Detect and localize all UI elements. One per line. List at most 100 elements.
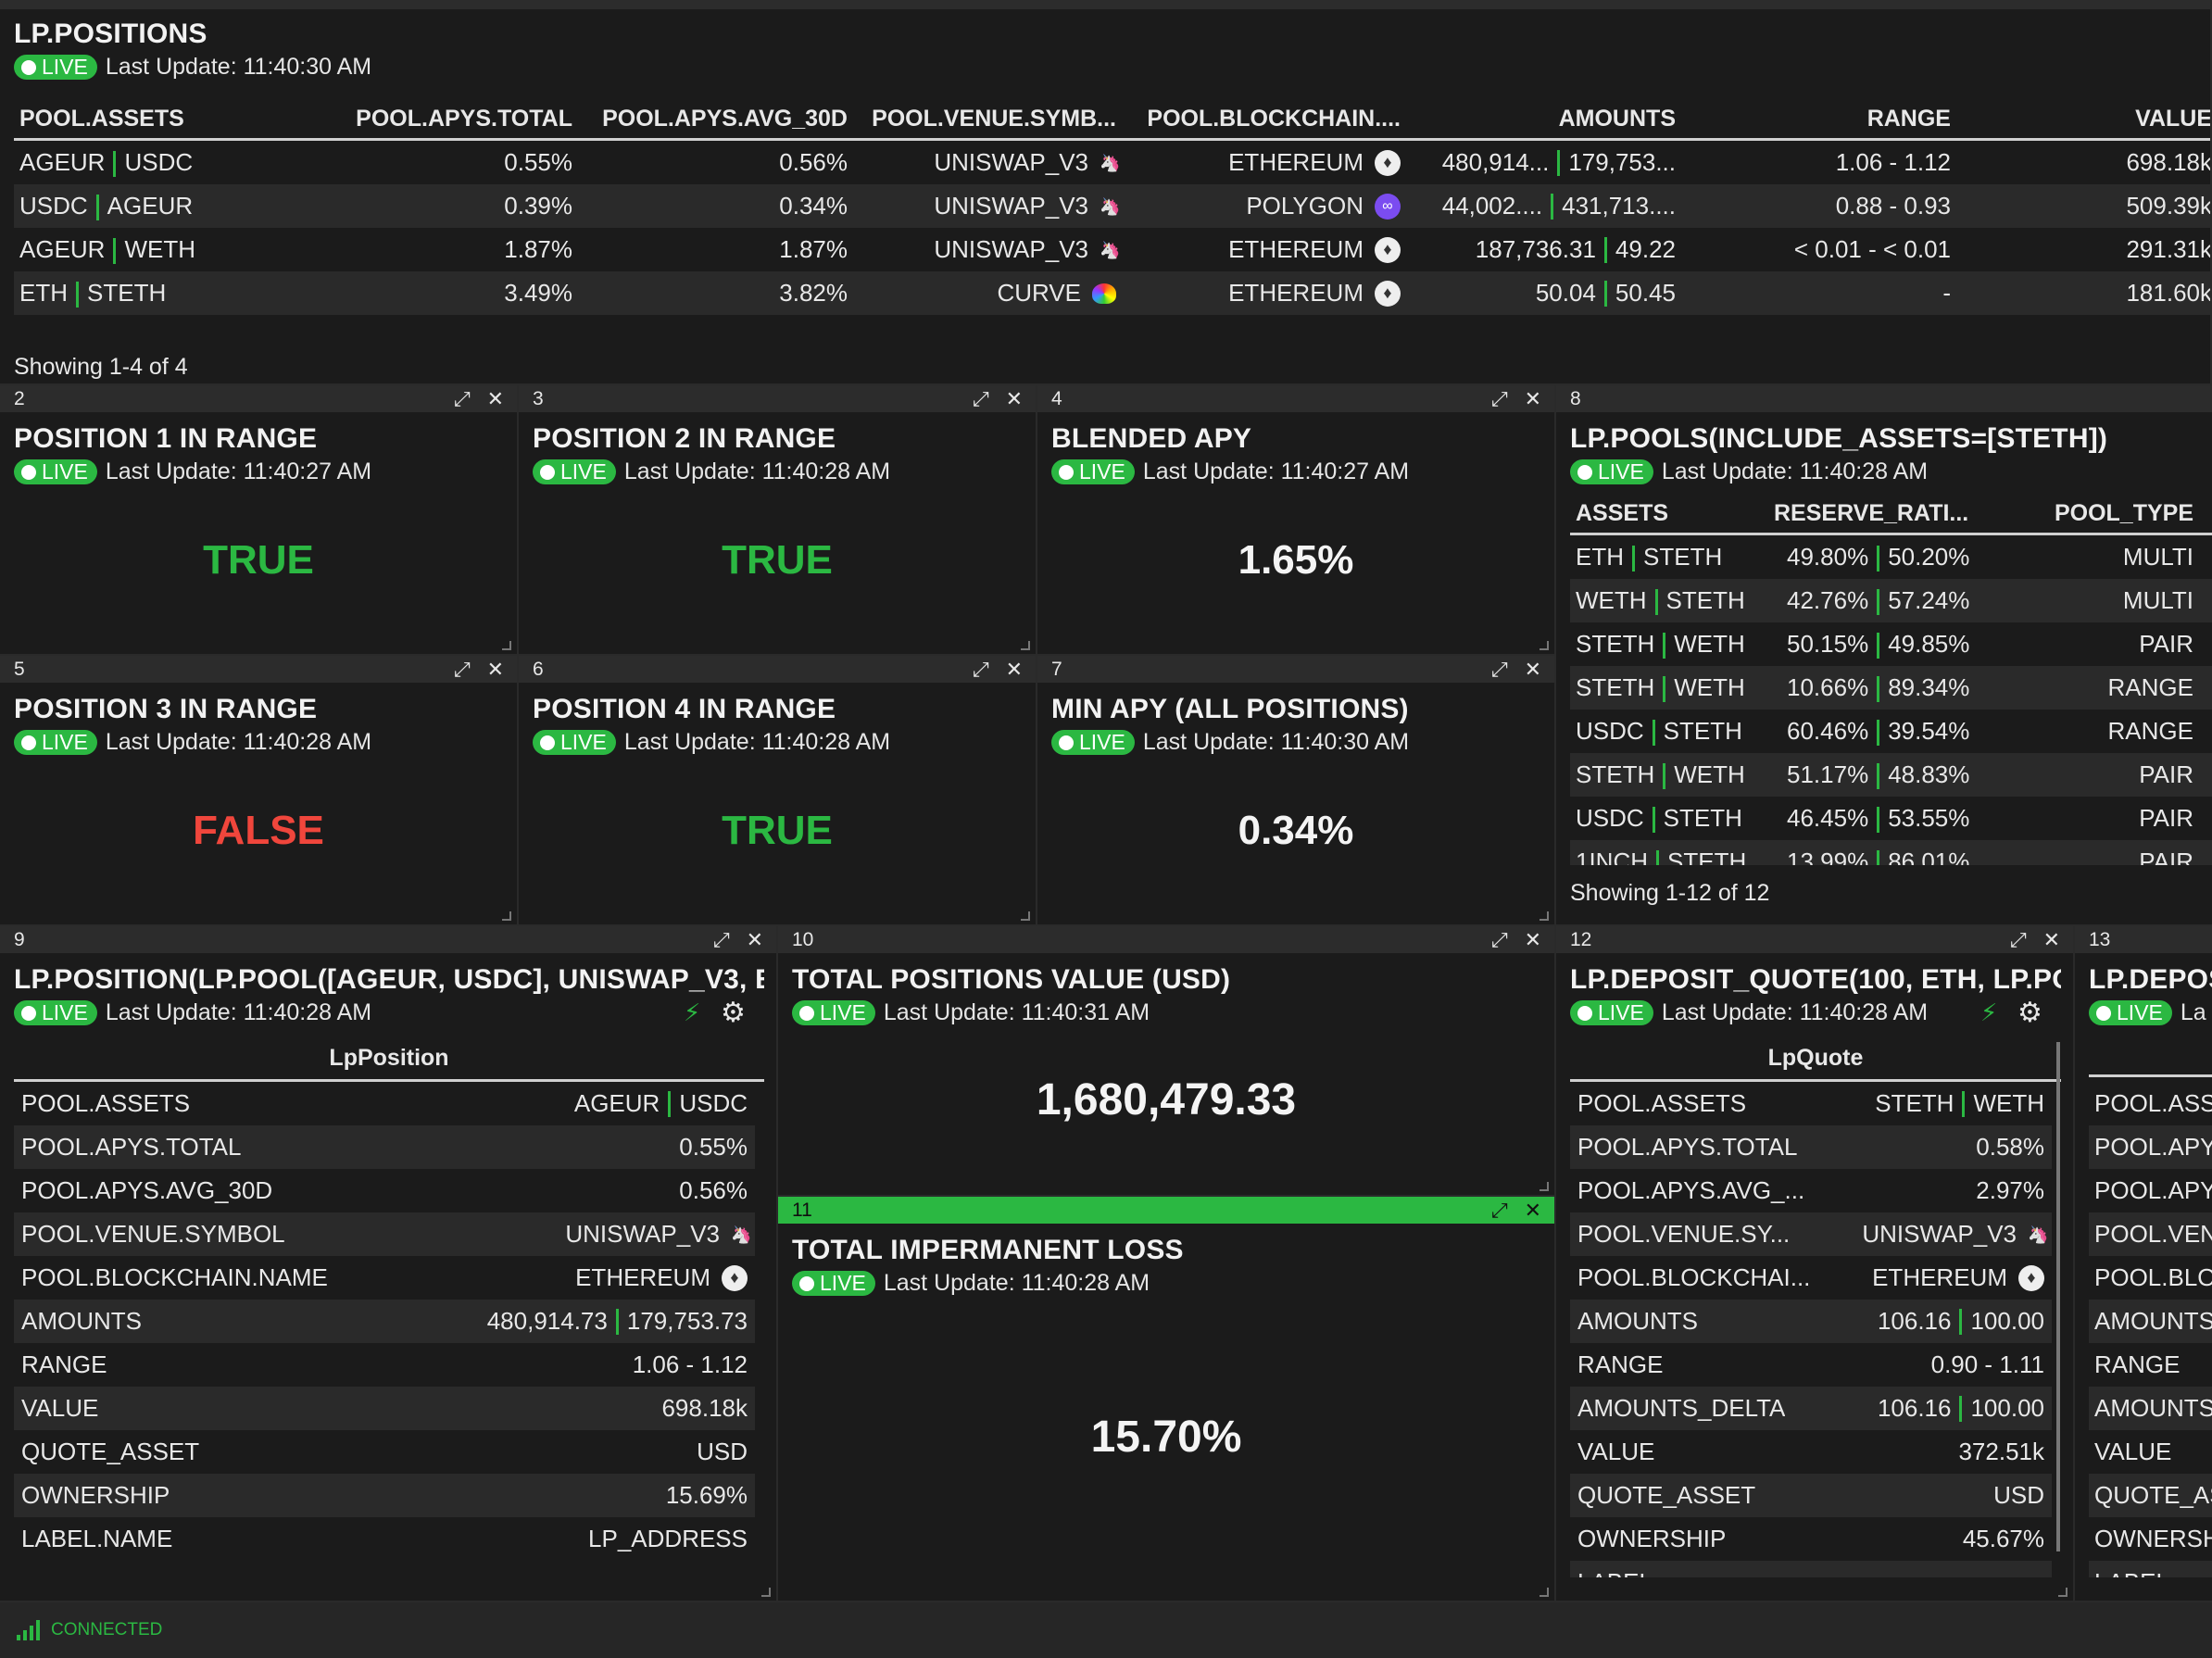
panel-title: POSITION 1 IN RANGE bbox=[14, 423, 318, 454]
resize-handle[interactable] bbox=[1540, 911, 1549, 921]
last-update: Last Update: 11:40:28 AM bbox=[105, 999, 372, 1025]
table-row[interactable]: ETH STETH 3.49% 3.82% CURVE ETHEREUM ♦ 50.04 50.… bbox=[14, 271, 2210, 315]
lightning-icon[interactable]: ⚡ bbox=[1980, 999, 1998, 1026]
col-header[interactable]: VALUE bbox=[2135, 106, 2212, 132]
cell-reserve-ratio: 50.15% 49.85% bbox=[1787, 629, 1970, 659]
panel-header[interactable]: 10 ⤢ ✕ bbox=[778, 926, 1554, 953]
panel-header[interactable]: 4 ⤢ ✕ bbox=[1037, 385, 1554, 412]
table-row[interactable]: STETH WETH 50.15% 49.85% PAIR bbox=[1570, 622, 2212, 666]
table-row[interactable]: USDC STETH 60.46% 39.54% RANGE bbox=[1570, 710, 2212, 753]
expand-icon[interactable]: ⤢ bbox=[1490, 657, 1508, 681]
table-row[interactable]: AGEUR WETH 1.87% 1.87% UNISWAP_V3 🦄 ETHEREUM ♦ 1… bbox=[14, 228, 2212, 271]
panel-header[interactable]: 6 ⤢ ✕ bbox=[519, 656, 1036, 683]
expand-icon[interactable]: ⤢ bbox=[972, 657, 989, 681]
table-row[interactable]: USDC AGEUR 0.39% 0.34% UNISWAP_V3 🦄 POLYGON ∞ 44… bbox=[14, 184, 2210, 228]
close-icon[interactable]: ✕ bbox=[1524, 657, 1541, 681]
resize-handle[interactable] bbox=[1540, 1588, 1549, 1597]
last-update: Last Update: 11:40:30 AM bbox=[105, 54, 372, 80]
close-icon[interactable]: ✕ bbox=[2042, 927, 2060, 951]
expand-icon[interactable]: ⤢ bbox=[712, 927, 730, 951]
close-icon[interactable]: ✕ bbox=[1524, 386, 1541, 410]
kv-row: POOL.VENUE.SY... UNISWAP_V3 🦄 bbox=[1570, 1212, 2052, 1256]
resize-handle[interactable] bbox=[1540, 641, 1549, 650]
resize-handle[interactable] bbox=[1021, 641, 1030, 650]
close-icon[interactable]: ✕ bbox=[1524, 1198, 1541, 1222]
live-dot-icon bbox=[1059, 735, 1074, 750]
gear-icon[interactable]: ⚙ bbox=[721, 998, 746, 1028]
kv-row: AMOUNTS bbox=[2089, 1387, 2212, 1430]
live-badge: LIVE bbox=[2089, 1000, 2172, 1025]
table-row[interactable]: USDC STETH 46.45% 53.55% PAIR bbox=[1570, 797, 2212, 840]
resize-handle[interactable] bbox=[1540, 1182, 1549, 1191]
col-header[interactable]: POOL.APYS.TOTAL bbox=[356, 106, 572, 132]
panel-header[interactable]: 13 bbox=[2075, 926, 2212, 953]
expand-icon[interactable]: ⤢ bbox=[453, 657, 471, 681]
col-header[interactable]: POOL.BLOCKCHAIN.... bbox=[1147, 106, 1401, 132]
expand-icon[interactable]: ⤢ bbox=[2009, 927, 2027, 951]
expand-icon[interactable]: ⤢ bbox=[972, 386, 989, 410]
panel-header[interactable]: 11 ⤢ ✕ bbox=[778, 1197, 1554, 1224]
scrollbar[interactable] bbox=[2056, 1042, 2060, 1551]
close-icon[interactable]: ✕ bbox=[746, 927, 763, 951]
expand-icon[interactable]: ⤢ bbox=[1490, 927, 1508, 951]
resize-handle[interactable] bbox=[502, 641, 511, 650]
cell-venue: CURVE bbox=[848, 279, 1116, 308]
panel-header[interactable]: 8 bbox=[1556, 385, 2212, 412]
live-badge: LIVE bbox=[14, 1000, 97, 1025]
cell-assets: USDC STETH bbox=[1576, 803, 1742, 834]
lightning-icon[interactable]: ⚡ bbox=[684, 999, 701, 1026]
close-icon[interactable]: ✕ bbox=[486, 386, 504, 410]
cell-value: 291.31k bbox=[2126, 235, 2212, 263]
col-header[interactable]: AMOUNTS bbox=[1558, 106, 1676, 132]
table-row[interactable]: 1INCH STETH 13.99% 86.01% PAIR bbox=[1570, 840, 2212, 865]
table-row[interactable]: STETH WETH 51.17% 48.83% PAIR bbox=[1570, 753, 2212, 797]
ethereum-icon: ♦ bbox=[2018, 1264, 2044, 1291]
resize-handle[interactable] bbox=[761, 1588, 771, 1597]
col-header[interactable]: ASSETS bbox=[1576, 500, 1669, 526]
status-line: LIVE La bbox=[2075, 996, 2212, 1026]
cell-range: < 0.01 - < 0.01 bbox=[1793, 235, 1951, 263]
resize-handle[interactable] bbox=[502, 911, 511, 921]
col-header[interactable]: POOL_TYPE bbox=[2054, 500, 2193, 526]
cell-assets: STETH WETH bbox=[1576, 629, 1745, 659]
cell-assets: ETH STETH bbox=[1576, 542, 1723, 572]
panel-header[interactable]: 12 ⤢ ✕ bbox=[1556, 926, 2073, 953]
col-header[interactable]: RANGE bbox=[1866, 106, 1951, 132]
kv-key: POOL.APYS.TOTAL bbox=[21, 1133, 242, 1161]
close-icon[interactable]: ✕ bbox=[1524, 927, 1541, 951]
kv-key: OWNERSH bbox=[2094, 1525, 2212, 1552]
close-icon[interactable]: ✕ bbox=[1005, 386, 1023, 410]
status-line: LIVE Last Update: 11:40:28 AM ⚡ ⚙ bbox=[0, 996, 776, 1028]
col-header[interactable]: RESERVE_RATI... bbox=[1774, 500, 1969, 526]
panel-header[interactable]: 7 ⤢ ✕ bbox=[1037, 656, 1554, 683]
kv-row: POOL.VEN bbox=[2089, 1212, 2212, 1256]
expand-icon[interactable]: ⤢ bbox=[1490, 386, 1508, 410]
close-icon[interactable]: ✕ bbox=[1005, 657, 1023, 681]
last-update: La bbox=[2180, 999, 2206, 1025]
close-icon[interactable]: ✕ bbox=[486, 657, 504, 681]
kv-key: RANGE bbox=[1577, 1350, 1664, 1378]
last-update: Last Update: 11:40:31 AM bbox=[883, 999, 1150, 1025]
panel-header[interactable]: 3 ⤢ ✕ bbox=[519, 385, 1036, 412]
table-row[interactable]: WETH STETH 42.76% 57.24% MULTI bbox=[1570, 579, 2212, 622]
uniswap-icon: 🦄 bbox=[731, 1225, 752, 1244]
col-header[interactable]: POOL.VENUE.SYMB... bbox=[872, 106, 1116, 132]
object-type-label: LpQuote bbox=[1570, 1045, 2061, 1082]
panel-header[interactable]: 9 ⤢ ✕ bbox=[0, 926, 776, 953]
resize-handle[interactable] bbox=[2058, 1588, 2067, 1597]
position-2-panel: 3 ⤢ ✕ POSITION 2 IN RANGE LIVE Last Update:… bbox=[519, 385, 1037, 656]
total-value-panel: 10 ⤢ ✕ TOTAL POSITIONS VALUE (USD) LIVE Las… bbox=[778, 926, 1556, 1197]
expand-icon[interactable]: ⤢ bbox=[1490, 1198, 1508, 1222]
panel-header[interactable]: 2 ⤢ ✕ bbox=[0, 385, 517, 412]
resize-handle[interactable] bbox=[1021, 911, 1030, 921]
table-row[interactable]: AGEUR USDC 0.55% 0.56% UNISWAP_V3 🦄 ETHEREUM ♦ 4… bbox=[14, 141, 2210, 184]
col-header[interactable]: POOL.ASSETS bbox=[19, 106, 184, 132]
table-row[interactable]: STETH WETH 10.66% 89.34% RANGE bbox=[1570, 666, 2212, 710]
gear-icon[interactable]: ⚙ bbox=[2017, 998, 2042, 1028]
panel-header[interactable]: 5 ⤢ ✕ bbox=[0, 656, 517, 683]
lp-position-panel: 9 ⤢ ✕ LP.POSITION(LP.POOL([AGEUR, USDC], U… bbox=[0, 926, 778, 1602]
table-row[interactable]: ETH STETH 49.80% 50.20% MULTI bbox=[1570, 535, 2212, 579]
status-line: LIVE Last Update: 11:40:31 AM bbox=[778, 996, 1554, 1026]
expand-icon[interactable]: ⤢ bbox=[453, 386, 471, 410]
col-header[interactable]: POOL.APYS.AVG_30D bbox=[602, 106, 848, 132]
